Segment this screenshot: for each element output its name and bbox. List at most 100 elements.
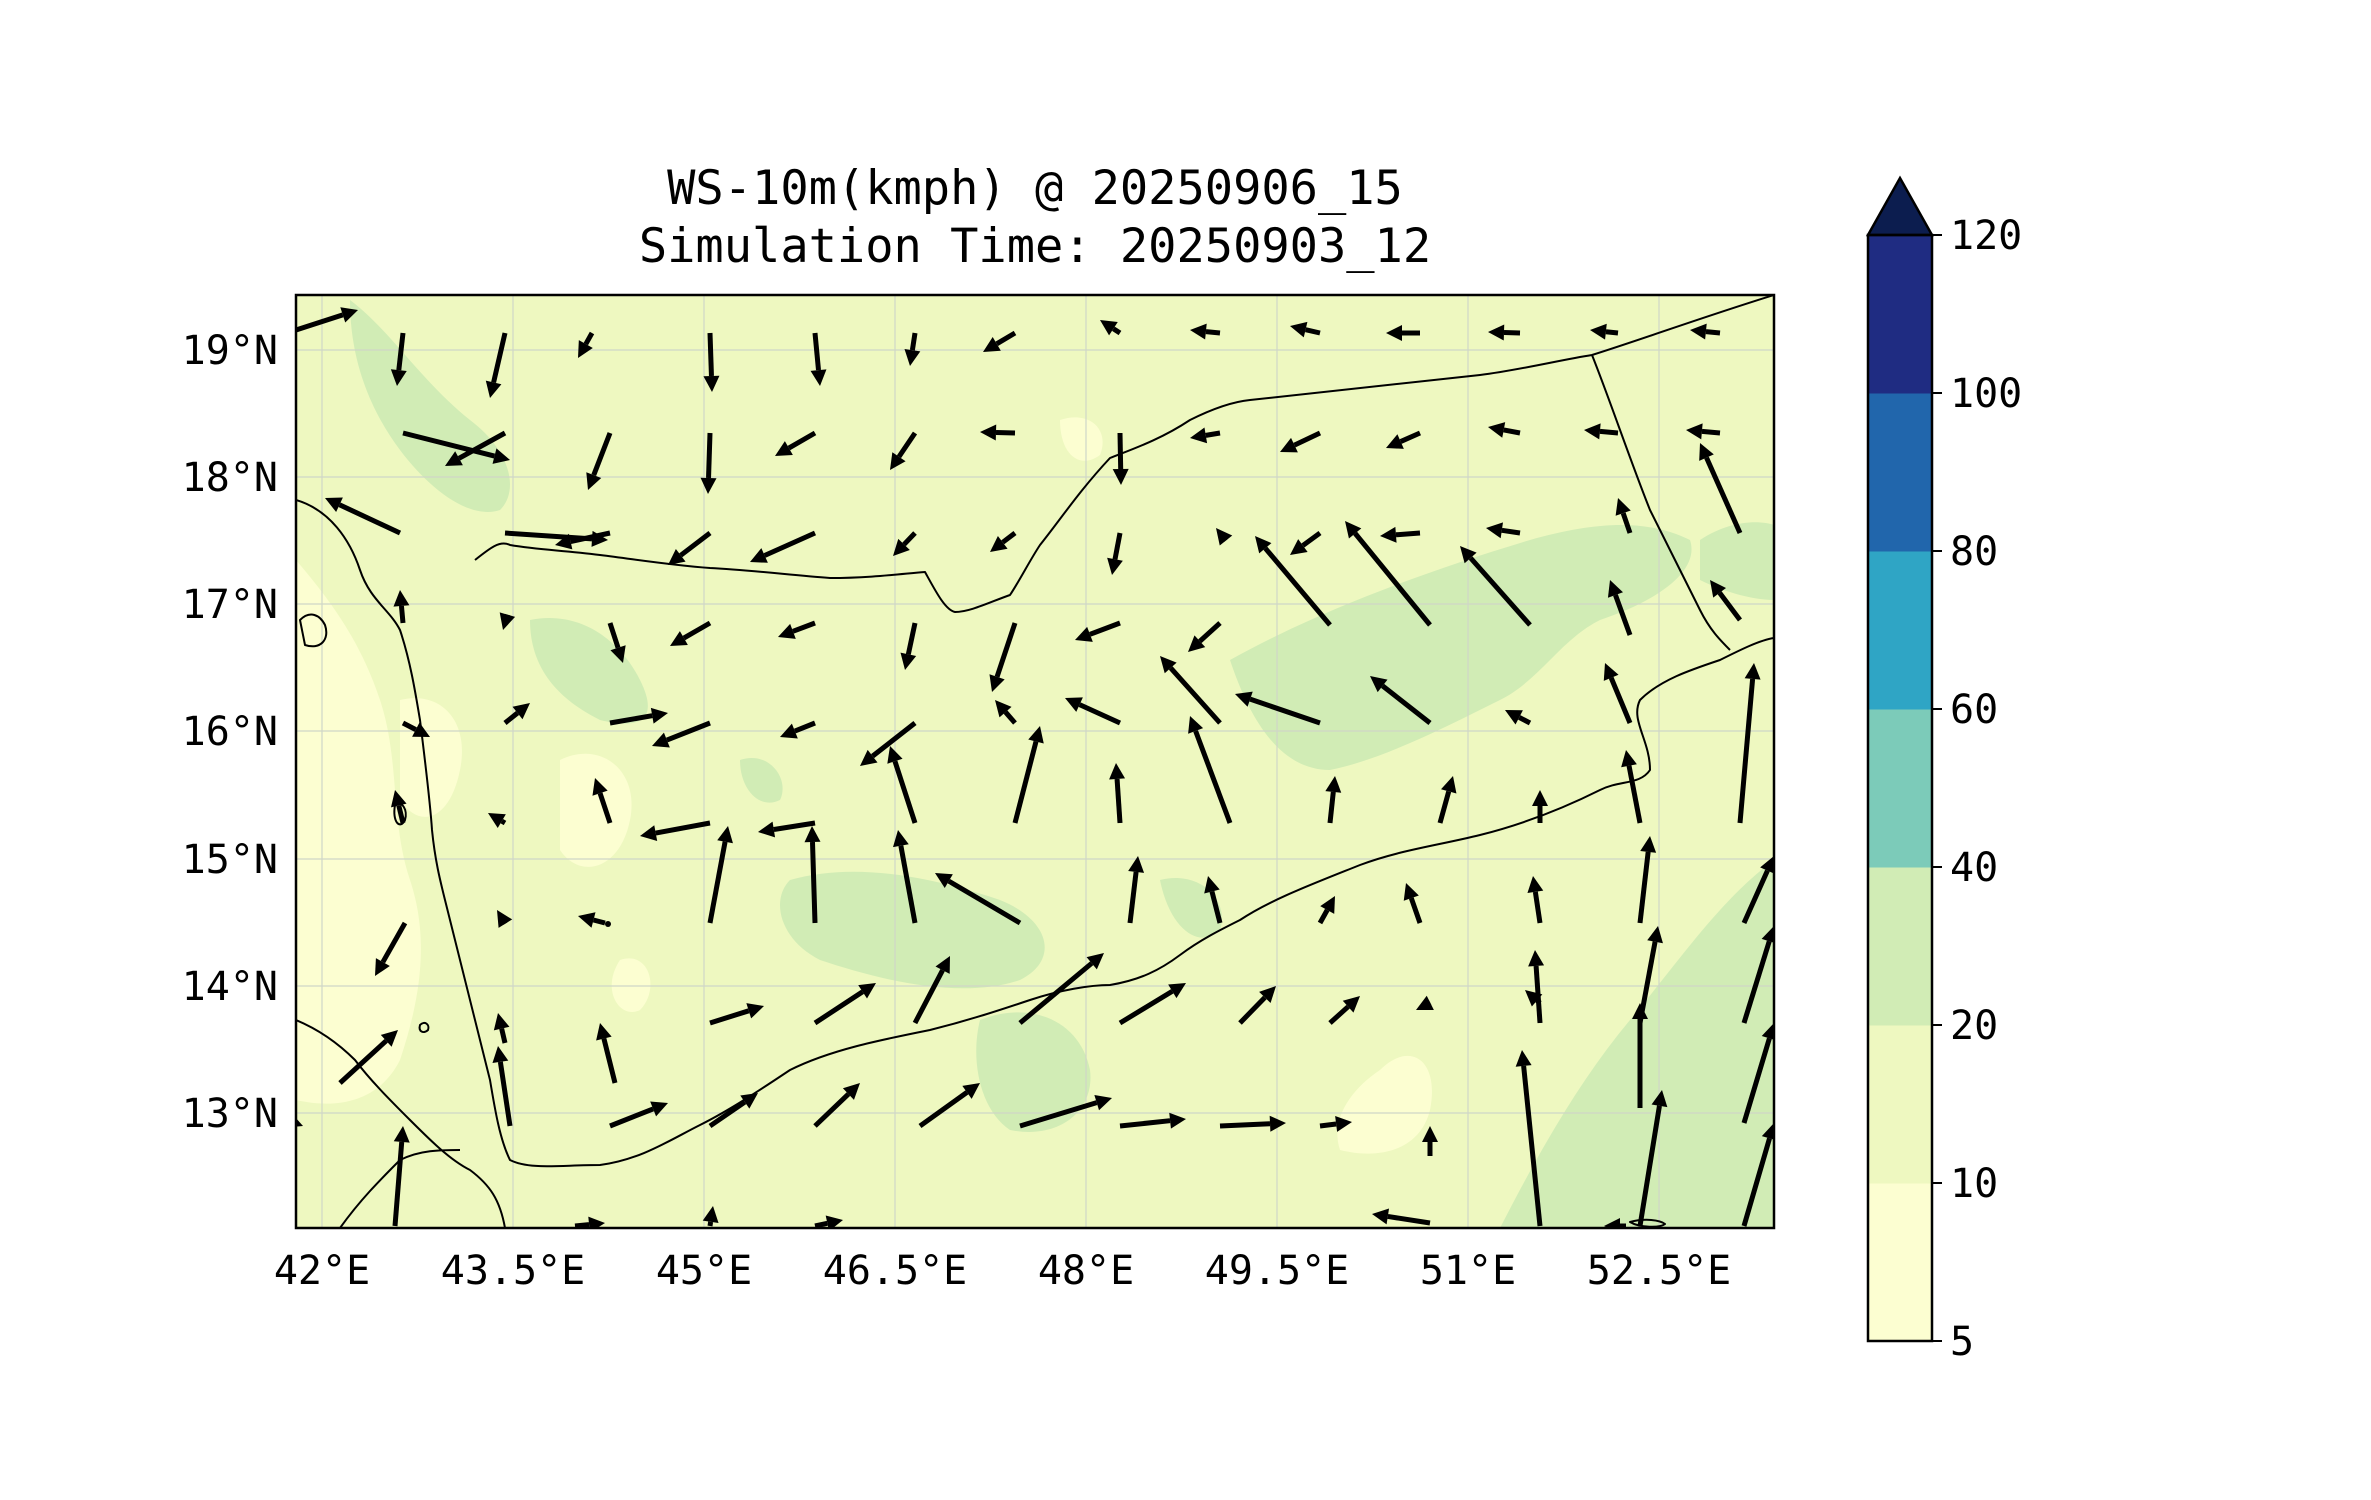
wind-arrow-shaft — [457, 430, 507, 461]
wind-arrow — [1188, 716, 1233, 824]
wind-arrow-shaft — [607, 622, 621, 649]
wind-arrow — [1403, 883, 1423, 924]
wind-arrow-head — [1525, 990, 1543, 1007]
wind-arrow-head — [1188, 635, 1206, 652]
latitude-ticks: 19°N 18°N 17°N 16°N 15°N 14°N 13°N — [182, 328, 278, 1137]
saudi-yemen-border — [474, 295, 1774, 613]
wind-arrow-head — [1160, 656, 1177, 674]
wind-arrow-shaft — [574, 1222, 590, 1228]
wind-arrow-shaft — [1089, 620, 1121, 637]
island-dot — [605, 921, 611, 927]
colorbar-tick-label: 20 — [1950, 1003, 1998, 1049]
wind-arrow-shaft — [1018, 961, 1094, 1025]
wind-arrow — [1710, 580, 1742, 622]
wind-arrow-head — [1640, 836, 1657, 853]
wind-arrow-shaft — [1503, 427, 1521, 436]
colorbar-tick-label: 10 — [1950, 1161, 1998, 1207]
wind-arrow-head — [1188, 716, 1204, 734]
wind-arrow — [1216, 528, 1233, 546]
wind-arrow — [402, 430, 510, 464]
wind-arrow-shaft — [1127, 871, 1139, 924]
wind-arrow — [1607, 580, 1633, 636]
wind-arrow-head — [1169, 1112, 1186, 1129]
wind-arrow — [1075, 620, 1121, 642]
wind-arrow-head — [497, 910, 513, 928]
wind-arrow-shaft — [491, 332, 508, 383]
wind-arrow — [586, 432, 613, 490]
title-line-simulation-time: Simulation Time: 20250903_12 — [638, 219, 1432, 274]
colorbar-band-80-100 — [1868, 393, 1932, 552]
wind-arrow — [1107, 532, 1123, 575]
colorbar-extend-max-arrow — [1865, 175, 1935, 237]
wind-arrow — [652, 720, 711, 748]
wind-arrow — [1380, 526, 1421, 543]
arabian-peninsula-coastline — [296, 499, 1774, 1168]
wind-arrow-head — [1269, 1115, 1286, 1132]
wind-arrow-shaft — [583, 331, 595, 346]
colorbar-band-60-80 — [1868, 551, 1932, 710]
wind-arrow-head — [1290, 321, 1308, 338]
wind-arrow — [1290, 321, 1321, 338]
wind-arrow-shaft — [1319, 1121, 1337, 1129]
wind-arrow-head — [670, 631, 688, 646]
wind-arrow — [1127, 856, 1145, 924]
wind-arrow-shaft — [1437, 790, 1452, 824]
wind-arrow-shaft — [707, 841, 728, 924]
wind-arrow-head — [717, 826, 733, 844]
wind-arrow — [1603, 663, 1633, 724]
wind-arrow-head — [983, 336, 1001, 352]
wind-arrow — [1325, 776, 1342, 824]
wind-arrow — [1737, 663, 1761, 824]
wind-arrow-head — [1488, 324, 1505, 341]
wind-arrow-head — [1190, 427, 1208, 444]
wind-arrow-shaft — [609, 1106, 655, 1129]
wind-arrow-head — [1235, 691, 1253, 707]
lon-tick-label: 49.5°E — [1205, 1248, 1350, 1294]
wind-arrow-shaft — [793, 720, 816, 734]
longitude-ticks: 42°E 43.5°E 45°E 46.5°E 48°E 49.5°E 51°E… — [274, 1248, 1731, 1294]
wind-arrow — [640, 820, 711, 841]
wind-arrow-shaft — [898, 845, 918, 924]
wind-arrow-head — [493, 1013, 510, 1031]
wind-arrow — [1386, 430, 1422, 449]
wind-arrow-shaft — [902, 531, 917, 547]
wind-arrow — [1486, 522, 1521, 539]
wind-arrow-shaft — [1395, 530, 1421, 538]
wind-arrow — [1460, 546, 1532, 627]
wind-arrow — [1422, 1126, 1438, 1156]
wind-arrow-shaft — [892, 760, 918, 824]
wind-arrow — [1527, 876, 1544, 924]
wind-arrow — [1637, 1090, 1668, 1227]
wind-arrow-head — [1761, 926, 1774, 943]
wind-arrow-shaft — [918, 1090, 969, 1129]
wind-arrow-shaft — [912, 969, 945, 1025]
colorbar-tick-label: 100 — [1950, 371, 2022, 417]
wind-arrow-shaft — [1608, 676, 1633, 724]
wind-arrow — [778, 620, 816, 639]
lat-tick-label: 16°N — [182, 709, 278, 755]
map-area — [296, 295, 1774, 1228]
wind-arrow-shaft — [1117, 432, 1124, 470]
wind-arrow-shaft — [655, 820, 711, 836]
wind-arrow — [813, 983, 876, 1026]
wind-arrow-head — [1100, 320, 1118, 336]
wind-arrow-shaft — [706, 432, 713, 479]
wind-arrow-head — [1590, 323, 1607, 340]
wind-arrow — [775, 430, 817, 456]
wind-arrow-shaft — [909, 332, 918, 351]
wind-arrow — [804, 826, 821, 924]
wind-arrow — [1012, 726, 1044, 824]
wind-arrow — [670, 620, 712, 646]
wind-arrow-shaft — [787, 430, 817, 451]
wind-arrow — [401, 720, 430, 737]
wind-arrow-head — [900, 652, 917, 670]
colorbar-ticks: 5 10 20 40 60 80 100 120 — [1932, 213, 2022, 1365]
wind-arrow — [1118, 983, 1186, 1026]
wind-arrow-shaft — [679, 531, 712, 558]
wind-arrow — [492, 1046, 513, 1127]
wind-arrow-head — [393, 590, 410, 607]
wind-arrow-head — [1320, 896, 1335, 914]
wind-arrow-head — [1761, 1023, 1774, 1040]
wind-arrow-head — [1690, 323, 1707, 340]
wind-arrow-head — [1168, 983, 1186, 999]
